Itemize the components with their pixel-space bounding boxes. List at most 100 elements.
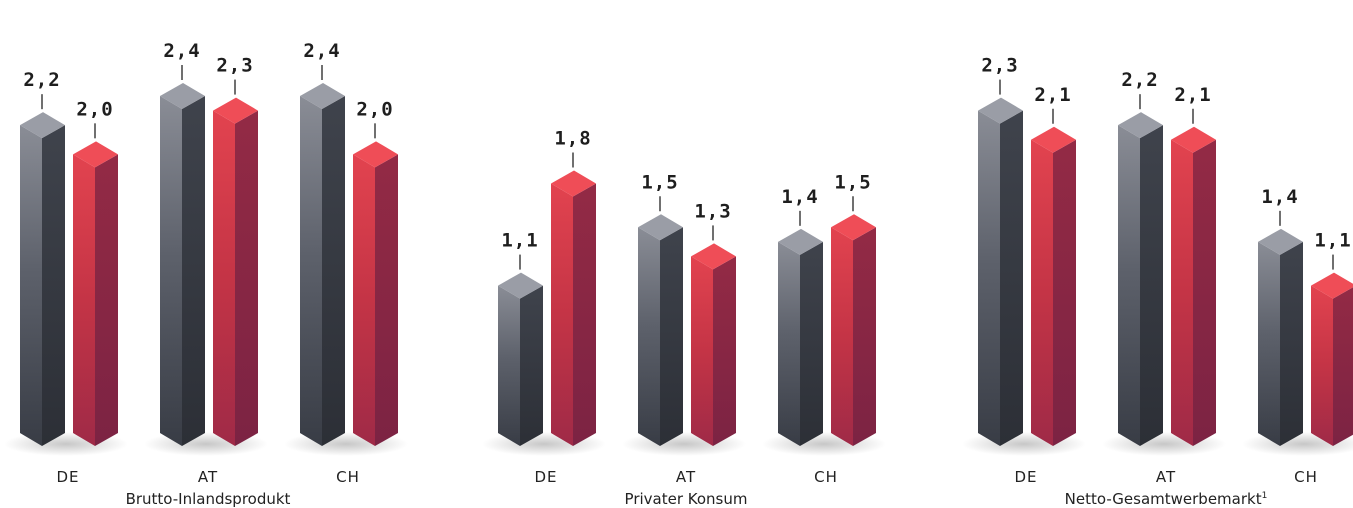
bar-top-face [551, 170, 596, 197]
chart-title: Privater Konsum [625, 490, 748, 508]
bar-front-face [300, 96, 322, 446]
chart-title: Brutto-Inlandsprodukt [126, 490, 291, 508]
value-label: 2,3 [981, 55, 1018, 77]
value-label: 2,1 [1174, 84, 1211, 106]
bar-side-face [1053, 139, 1076, 446]
bar-side-face [713, 256, 736, 446]
value-label: 1,1 [1314, 230, 1351, 252]
value-label: 2,4 [303, 40, 340, 62]
bar-top-face [73, 141, 118, 168]
bar-side-face [1280, 241, 1303, 446]
bar-side-face [1333, 287, 1353, 446]
bar-front-face [831, 227, 853, 446]
chart-panel-2: 1,1 1,8 DE 1,5 1,3 AT 1,4 1,5 CH Privater Konsum [482, 128, 886, 508]
bar-top-face [213, 97, 258, 124]
category-label-de: DE [1014, 468, 1037, 486]
bar-front-face [691, 256, 713, 446]
bar-side-face [520, 285, 543, 446]
value-label: 2,0 [356, 98, 393, 120]
bar-front-face [1118, 125, 1140, 447]
bar-top-face [831, 214, 876, 241]
chart-panel-3: 2,3 2,1 DE 2,2 2,1 AT 1,4 1,1 CH Netto-Gesamtwerb… [962, 55, 1353, 508]
value-label: 2,4 [163, 40, 200, 62]
value-label: 2,1 [1034, 84, 1071, 106]
category-label-at: AT [198, 468, 218, 486]
chart-title: Netto-Gesamtwerbemarkt1 [1065, 490, 1268, 508]
bar-side-face [375, 154, 398, 447]
value-label: 1,4 [1261, 186, 1298, 208]
bar-at-series-2 [691, 243, 736, 446]
bar-side-face [42, 125, 65, 447]
bar-top-face [691, 243, 736, 270]
category-label-ch: CH [336, 468, 360, 486]
bar-side-face [853, 227, 876, 446]
bar-side-face [1140, 125, 1163, 447]
bar-side-face [573, 183, 596, 446]
bar-front-face [978, 110, 1000, 446]
category-label-de: DE [534, 468, 557, 486]
bar-ch-series-1 [1258, 228, 1303, 446]
chart-panel-1: 2,2 2,0 DE 2,4 2,3 AT 2,4 2,0 CH Brutto-Inlandspr… [4, 40, 408, 508]
bar-front-face [1171, 139, 1193, 446]
bar-top-face [20, 112, 65, 139]
bar-top-face [1258, 228, 1303, 255]
value-label: 2,3 [216, 55, 253, 77]
bar-front-face [20, 125, 42, 447]
value-label: 1,3 [694, 200, 731, 222]
bar-de-series-1 [978, 97, 1023, 446]
bar-ch-series-2 [353, 141, 398, 447]
bar-top-face [498, 272, 543, 299]
bar-side-face [800, 241, 823, 446]
category-label-de: DE [56, 468, 79, 486]
bar-front-face [778, 241, 800, 446]
category-label-at: AT [1156, 468, 1176, 486]
value-label: 2,0 [76, 98, 113, 120]
bar-side-face [182, 96, 205, 446]
bar-top-face [1171, 126, 1216, 153]
bar-front-face [551, 183, 573, 446]
bar-side-face [660, 227, 683, 446]
bar-at-series-1 [638, 214, 683, 446]
value-label: 2,2 [23, 69, 60, 91]
bar-top-face [300, 83, 345, 109]
bar-side-face [1193, 139, 1216, 446]
bar-at-series-1 [1118, 112, 1163, 447]
bar-de-series-1 [20, 112, 65, 447]
value-label: 1,1 [501, 230, 538, 252]
bar-de-series-1 [498, 272, 543, 446]
bar-side-face [322, 96, 345, 446]
bar-top-face [778, 228, 823, 255]
bar-top-face [353, 141, 398, 168]
bar-at-series-1 [160, 83, 205, 446]
category-label-at: AT [676, 468, 696, 486]
bar-at-series-2 [213, 97, 258, 446]
bar-front-face [1031, 139, 1053, 446]
footnote-marker: 1 [1262, 491, 1268, 501]
value-label: 1,5 [641, 171, 678, 193]
bar-top-face [160, 83, 205, 109]
bar-side-face [1000, 110, 1023, 446]
bar-ch-series-1 [778, 228, 823, 446]
category-label-ch: CH [814, 468, 838, 486]
bar-front-face [638, 227, 660, 446]
bar-at-series-2 [1171, 126, 1216, 446]
value-label: 1,8 [554, 128, 591, 150]
value-label: 2,2 [1121, 69, 1158, 91]
bar-side-face [95, 154, 118, 447]
bar-front-face [1258, 241, 1280, 446]
value-label: 1,4 [781, 186, 818, 208]
bar-ch-series-1 [300, 83, 345, 446]
bar-front-face [1311, 285, 1333, 446]
bar-front-face [213, 110, 235, 446]
bar-top-face [638, 214, 683, 241]
bar-front-face [498, 285, 520, 446]
category-label-ch: CH [1294, 468, 1318, 486]
bar-front-face [73, 154, 95, 447]
bar-front-face [353, 154, 375, 447]
bar-ch-series-2 [831, 214, 876, 446]
bar-top-face [1311, 272, 1353, 299]
bar-top-face [978, 97, 1023, 124]
bar-front-face [160, 96, 182, 446]
bar-top-face [1118, 112, 1163, 139]
